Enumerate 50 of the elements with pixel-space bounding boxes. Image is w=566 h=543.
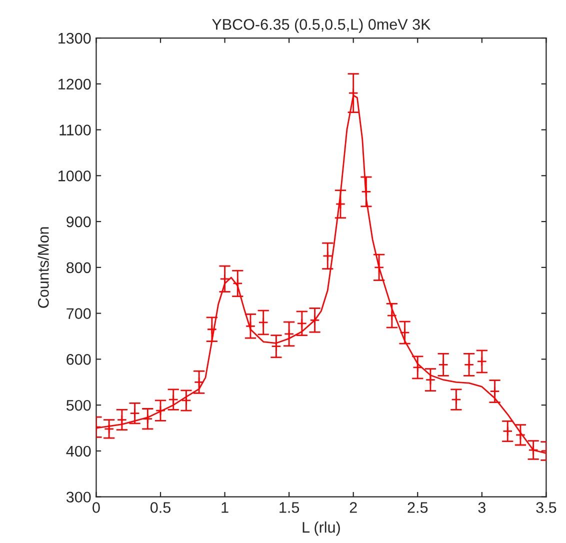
point — [104, 424, 114, 434]
point — [335, 199, 346, 210]
x-tick-label: 0.5 — [150, 502, 170, 513]
point — [271, 341, 282, 352]
x-tick-label: 0 — [92, 502, 100, 513]
point — [232, 278, 243, 289]
point — [400, 327, 410, 338]
y-tick-label: 400 — [66, 446, 91, 457]
point — [502, 426, 513, 436]
point — [220, 274, 230, 284]
y-tick-label: 800 — [66, 262, 91, 274]
point — [515, 430, 526, 440]
point — [438, 360, 448, 370]
point — [464, 360, 474, 370]
point — [412, 362, 423, 373]
point — [194, 377, 204, 388]
point — [130, 408, 140, 418]
y-tick-label: 300 — [66, 492, 91, 503]
chart-title: YBCO-6.35 (0.5,0.5,L) 0meV 3K — [212, 18, 431, 33]
point — [206, 324, 218, 334]
x-tick-label: 3.5 — [536, 502, 556, 513]
point — [451, 394, 462, 405]
y-tick-label: 1100 — [60, 124, 91, 136]
point — [245, 321, 256, 332]
point — [348, 88, 358, 98]
x-tick-label: 2 — [350, 502, 357, 513]
point — [258, 317, 268, 328]
point — [528, 444, 538, 456]
x-tick-label: 1.5 — [280, 502, 300, 513]
x-tick-label: 2.5 — [408, 502, 428, 513]
point — [386, 310, 397, 321]
point — [490, 386, 500, 396]
point — [142, 414, 153, 424]
point — [310, 315, 320, 326]
y-tick-label: 900 — [66, 216, 91, 228]
x-tick-label: 3 — [478, 502, 486, 513]
y-axis-title: Counts/Mon — [38, 227, 49, 308]
point — [322, 250, 333, 262]
point — [155, 405, 166, 416]
y-tick-label: 1300 — [58, 32, 91, 44]
y-tick-label: 700 — [66, 308, 91, 319]
x-axis-title: L (rlu) — [302, 522, 340, 536]
point — [476, 356, 487, 367]
y-tick-label: 500 — [66, 400, 91, 411]
x-tick-label: 1 — [222, 502, 228, 513]
y-tick-label: 600 — [66, 354, 91, 365]
y-tick-label: 1000 — [58, 170, 91, 182]
point — [374, 262, 384, 273]
y-tick-label: 1200 — [58, 78, 91, 90]
point — [361, 186, 372, 197]
